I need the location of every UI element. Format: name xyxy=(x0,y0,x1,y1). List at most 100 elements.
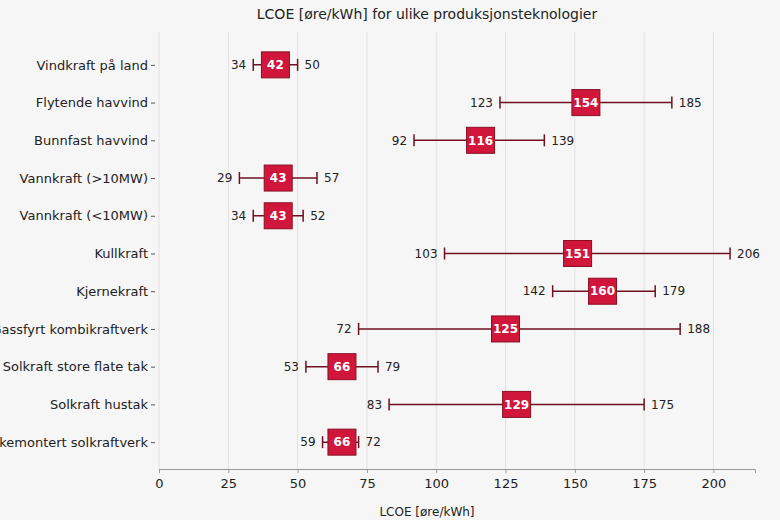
y-tick-label: Kullkraft xyxy=(94,246,148,261)
y-tick-label: Solkraft store flate tak xyxy=(3,359,149,374)
value-box xyxy=(467,127,495,153)
y-tick-mark xyxy=(151,216,155,217)
y-tick: Vannkraft (>10MW) xyxy=(20,171,155,186)
x-tick: 200 xyxy=(702,469,727,491)
value-box xyxy=(264,203,292,229)
low-label: 53 xyxy=(284,360,299,374)
low-label: 59 xyxy=(300,435,315,449)
high-cap xyxy=(643,398,645,410)
x-tick: 25 xyxy=(221,469,238,491)
value-label: 66 xyxy=(334,435,351,449)
y-tick-mark xyxy=(151,442,155,443)
grid-line xyxy=(644,32,645,469)
x-tick-label: 75 xyxy=(359,476,376,491)
value-label: 42 xyxy=(267,58,284,72)
low-label: 92 xyxy=(392,134,407,148)
title: LCOE [øre/kWh] for ulike produksjonstekn… xyxy=(257,6,598,22)
x-tick-label: 25 xyxy=(221,476,238,491)
value-box xyxy=(589,278,617,304)
y-tick-label: Solkraft hustak xyxy=(50,397,149,412)
high-cap xyxy=(302,210,304,222)
value-box xyxy=(264,165,292,191)
high-cap xyxy=(729,248,731,260)
high-cap xyxy=(671,97,673,109)
x-tick: 125 xyxy=(494,469,519,491)
chart: LCOE [øre/kWh] for ulike produksjonstekn… xyxy=(0,0,780,520)
x-axis-line xyxy=(160,470,756,474)
low-label: 29 xyxy=(217,171,232,185)
value-label: 129 xyxy=(504,398,529,412)
grid-line xyxy=(228,32,229,469)
x-tick: 100 xyxy=(424,469,449,491)
grid-line xyxy=(713,32,714,469)
x-tick-mark xyxy=(506,469,507,473)
high-label: 179 xyxy=(662,284,685,298)
y-tick-label: Bunnfast havvind xyxy=(34,133,148,148)
low-cap xyxy=(444,248,446,260)
low-cap xyxy=(388,398,390,410)
grid xyxy=(159,32,713,469)
x-tick-mark xyxy=(644,469,645,473)
high-label: 79 xyxy=(385,360,400,374)
x-tick-label: 125 xyxy=(494,476,519,491)
high-cap xyxy=(544,134,546,146)
y-tick: Kullkraft xyxy=(94,246,155,261)
y-tick: Solkraft hustak xyxy=(50,397,155,412)
x-tick-label: 50 xyxy=(290,476,307,491)
low-cap xyxy=(499,97,501,109)
marks xyxy=(239,52,730,455)
value-box xyxy=(328,354,356,380)
low-label: 72 xyxy=(336,322,351,336)
y-tick-label: Gassfyrt kombikraftverk xyxy=(0,322,148,337)
value-label: 125 xyxy=(493,322,518,336)
high-cap xyxy=(377,361,379,373)
y-tick: Vannkraft (<10MW) xyxy=(20,208,155,223)
low-cap xyxy=(253,210,255,222)
value-label: 154 xyxy=(573,96,598,110)
high-label: 185 xyxy=(679,96,702,110)
y-tick-mark xyxy=(151,65,155,66)
y-tick-label: Bakkemontert solkraftverk xyxy=(0,435,148,450)
x-tick: 50 xyxy=(290,469,307,491)
y-tick-label: Vindkraft på land xyxy=(36,58,148,73)
high-label: 50 xyxy=(305,58,320,72)
low-label: 34 xyxy=(231,209,246,223)
x-tick-mark xyxy=(159,469,160,473)
y-tick: Solkraft store flate tak xyxy=(3,359,155,374)
y-tick-mark xyxy=(151,404,155,405)
high-label: 52 xyxy=(310,209,325,223)
low-label: 123 xyxy=(470,96,493,110)
x-tick-label: 200 xyxy=(702,476,727,491)
value-box xyxy=(564,241,592,267)
value-box xyxy=(492,316,520,342)
y-tick: Bunnfast havvind xyxy=(34,133,155,148)
high-label: 206 xyxy=(737,247,760,261)
x-tick-mark xyxy=(228,469,229,473)
high-cap xyxy=(358,436,360,448)
x-axis-title: LCOE [øre/kWh] xyxy=(379,505,474,519)
y-tick: Kjernekraft xyxy=(76,284,155,299)
value-box xyxy=(503,391,531,417)
y-tick: Vindkraft på land xyxy=(36,58,155,73)
value-box xyxy=(261,52,289,78)
low-label: 34 xyxy=(231,58,246,72)
grid-line xyxy=(159,32,160,469)
low-cap xyxy=(552,285,554,297)
high-label: 188 xyxy=(687,322,710,336)
y-tick-mark xyxy=(151,367,155,368)
value-label: 116 xyxy=(468,134,493,148)
value-label: 160 xyxy=(590,284,615,298)
y-tick-mark xyxy=(151,103,155,104)
y-tick-mark xyxy=(151,329,155,330)
low-label: 83 xyxy=(367,398,382,412)
low-label: 103 xyxy=(415,247,438,261)
value-label: 151 xyxy=(565,247,590,261)
y-tick: Flytende havvind xyxy=(36,95,155,110)
high-label: 57 xyxy=(324,171,339,185)
low-cap xyxy=(413,134,415,146)
high-cap xyxy=(316,172,318,184)
value-label: 43 xyxy=(270,209,287,223)
x-axis: 0255075100125150175200 xyxy=(155,469,755,491)
high-cap xyxy=(297,59,299,71)
grid-line xyxy=(297,32,298,469)
